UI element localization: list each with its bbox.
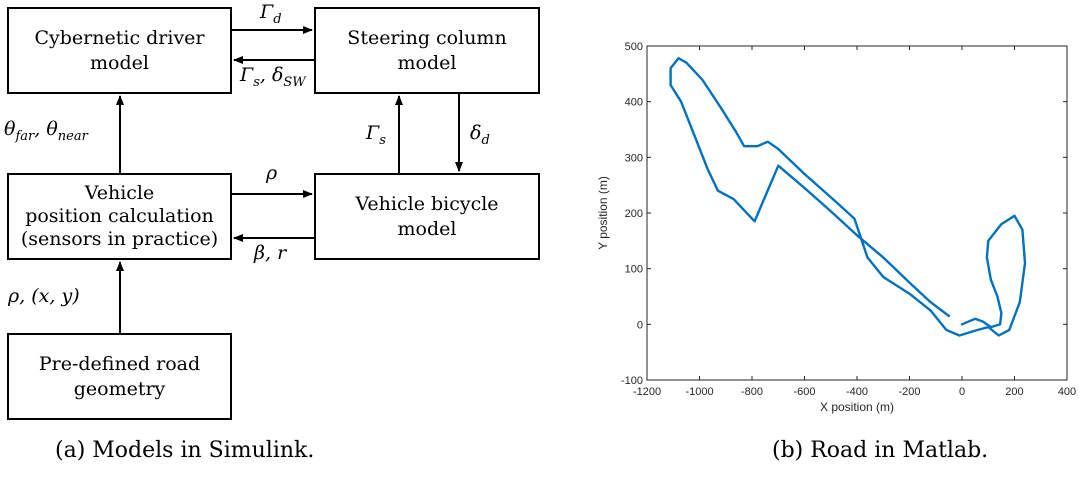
label-rho-xy: ρ, (x, y) [8,285,80,307]
road-plot: -1200 -1000 -800 -600 -400 -200 0 200 400-100010… [596,41,1076,414]
label-rho: ρ [266,162,278,184]
bicycle-model-label: Vehicle bicycle model [355,192,499,240]
steering-column-label: Steering column model [347,26,507,74]
y-tick-label: 300 [625,152,643,164]
x-tick-label: -400 [846,386,868,398]
label-gamma-d: Γd [260,1,282,27]
y-tick-label: 0 [637,319,643,331]
y-tick-label: -100 [621,375,643,387]
label-theta: θfar, θnear [4,118,88,144]
road-path-line [669,57,1027,337]
y-tick-label: 100 [625,264,643,276]
road-geometry-label: Pre-defined road geometry [38,352,201,400]
x-tick-label: -200 [898,386,920,398]
x-tick-label: -1200 [633,386,661,398]
label-gamma-s-delta-sw: Γs, δSW [240,64,306,90]
y-axis-label: Y position (m) [596,176,610,250]
plot-axes-box [646,45,1068,381]
x-tick-label: -800 [741,386,763,398]
x-tick-label: 200 [1005,386,1023,398]
bicycle-model-box: Vehicle bicycle model [314,173,540,260]
x-tick-label: 400 [1058,386,1076,398]
x-tick-label: 0 [959,386,965,398]
y-tick-label: 400 [625,97,643,109]
road-geometry-box: Pre-defined road geometry [7,333,232,420]
cybernetic-driver-label: Cybernetic driver model [34,26,205,74]
label-gamma-s: Γs [366,122,386,148]
x-tick-label: -600 [793,386,815,398]
x-axis-label: X position (m) [820,400,894,414]
cybernetic-driver-box: Cybernetic driver model [7,7,232,94]
position-calculation-box: Vehicle position calculation (sensors in… [7,173,232,260]
caption-a: (a) Models in Simulink. [55,438,315,463]
y-tick-label: 200 [625,208,643,220]
x-tick-label: -1000 [685,386,713,398]
caption-b: (b) Road in Matlab. [772,438,989,463]
diagram-arrows [116,26,463,333]
steering-column-box: Steering column model [314,7,540,94]
position-calculation-label: Vehicle position calculation (sensors in… [20,182,219,250]
label-delta-d: δd [470,122,490,148]
label-beta-r: β, r [254,242,287,264]
y-tick-label: 500 [625,41,643,53]
